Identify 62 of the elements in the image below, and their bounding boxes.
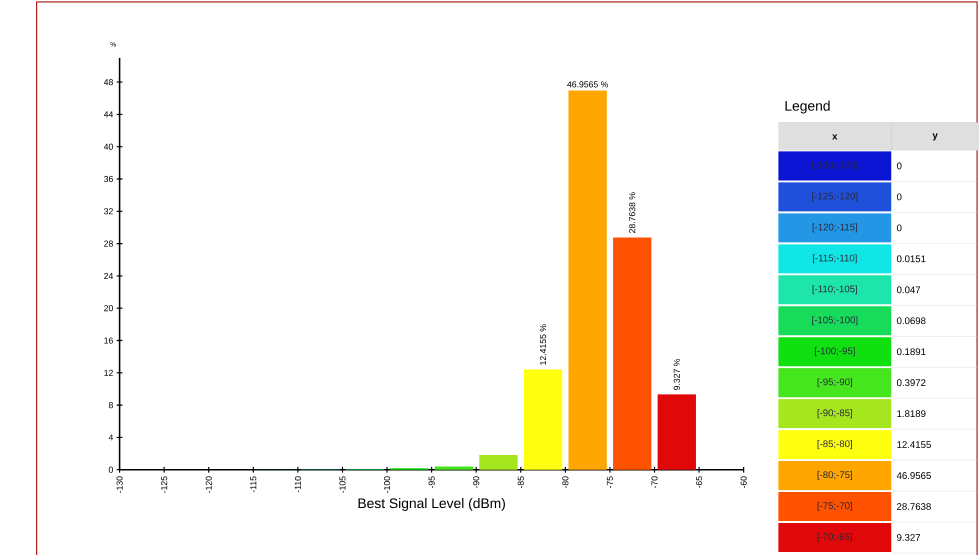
y-tick-label: 12 bbox=[104, 370, 113, 376]
text: 28.7638 bbox=[897, 503, 931, 510]
y-tick-label: 20 bbox=[104, 305, 113, 312]
text: [-130;-125] bbox=[812, 162, 858, 171]
y-tick-label: 28 bbox=[104, 240, 113, 247]
x-tick-label: -75 bbox=[606, 476, 613, 488]
text: 12.4155 bbox=[897, 441, 931, 448]
text: x bbox=[832, 134, 838, 140]
text: [-100;-95] bbox=[814, 347, 855, 356]
text: [-120;-115] bbox=[812, 224, 858, 233]
x-axis-title: Best Signal Level (dBm) bbox=[358, 498, 505, 512]
x-tick-label: -115 bbox=[250, 476, 256, 492]
text: 0 bbox=[896, 194, 902, 200]
y-tick-label: 4 bbox=[108, 434, 114, 441]
y-tick-label: 32 bbox=[104, 208, 113, 215]
text: 9.327 bbox=[897, 534, 920, 542]
y-tick-label: 36 bbox=[104, 176, 113, 182]
x-tick-label: -70 bbox=[651, 476, 658, 488]
text: 0.047 bbox=[896, 286, 920, 294]
x-tick-label: -110 bbox=[294, 476, 301, 492]
text: Legend bbox=[785, 100, 830, 114]
text: [-75;-70] bbox=[818, 502, 852, 512]
x-tick-label: -130 bbox=[116, 476, 123, 494]
y-tick-label: 24 bbox=[104, 273, 114, 280]
x-tick-label: -60 bbox=[740, 476, 747, 488]
text: [-95;-90] bbox=[818, 378, 852, 388]
text: [-125;-120] bbox=[812, 192, 858, 202]
text: [-115;-110] bbox=[812, 254, 857, 264]
x-tick-label: -80 bbox=[562, 476, 568, 488]
text: [-105;-100] bbox=[812, 316, 858, 326]
y-tick-label: 0 bbox=[108, 466, 113, 473]
text: y bbox=[932, 134, 938, 141]
data-label: 12.4155 % bbox=[540, 324, 546, 365]
text: [-90;-85] bbox=[818, 409, 852, 418]
text: 0 bbox=[896, 224, 902, 232]
x-tick-label: -65 bbox=[696, 476, 702, 488]
x-tick-label: -105 bbox=[339, 476, 346, 494]
y-tick-label: 16 bbox=[104, 338, 113, 344]
y-tick-label: 40 bbox=[104, 144, 113, 150]
text: 46.9565 bbox=[896, 472, 931, 480]
x-tick-label: -95 bbox=[428, 476, 435, 488]
y-tick-label: 8 bbox=[108, 402, 113, 408]
text: [-110;-105] bbox=[812, 286, 858, 294]
x-tick-label: -85 bbox=[518, 476, 524, 488]
text: 0.3972 bbox=[896, 379, 926, 386]
text: 1.8189 bbox=[897, 410, 926, 418]
data-label: 9.327 % bbox=[674, 359, 680, 390]
text: 0.0151 bbox=[896, 256, 926, 262]
data-label: 46.9565 % bbox=[567, 81, 608, 88]
y-tick-label: 48 bbox=[104, 79, 113, 86]
text: 0 bbox=[896, 162, 902, 170]
text: 0.0698 bbox=[896, 318, 926, 324]
text: [-85;-80] bbox=[818, 440, 852, 450]
x-tick-label: -120 bbox=[206, 476, 212, 494]
y-tick-label: 44 bbox=[104, 112, 114, 118]
data-label: 28.7638 % bbox=[629, 192, 636, 234]
x-tick-label: -125 bbox=[161, 476, 168, 494]
text: 0.1891 bbox=[896, 348, 926, 356]
x-tick-label: -100 bbox=[384, 476, 390, 494]
x-tick-label: -90 bbox=[473, 476, 480, 488]
text: [-80;-75] bbox=[818, 471, 852, 480]
text: [-70;-65] bbox=[818, 533, 852, 542]
